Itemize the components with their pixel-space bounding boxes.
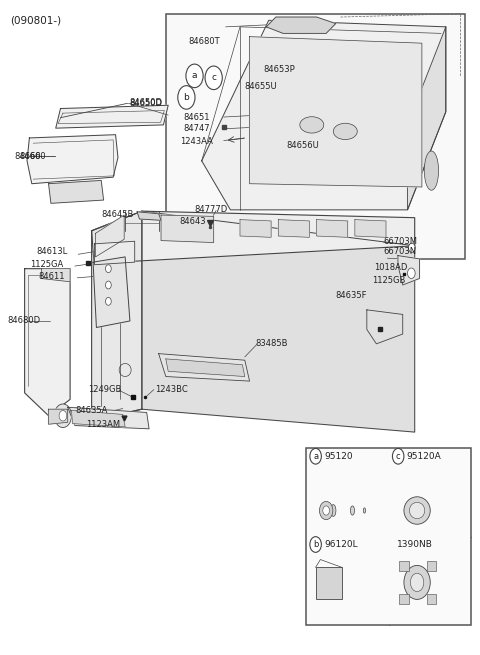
Polygon shape <box>92 211 142 421</box>
Text: 84611: 84611 <box>38 272 64 281</box>
Text: 1125GA: 1125GA <box>30 260 64 269</box>
Text: a: a <box>313 452 318 460</box>
Polygon shape <box>92 211 415 263</box>
Polygon shape <box>166 359 245 377</box>
Text: 1125GB: 1125GB <box>372 276 406 285</box>
Polygon shape <box>137 212 161 220</box>
Text: 1243AA: 1243AA <box>180 137 213 145</box>
Text: 84613L: 84613L <box>36 246 68 255</box>
Ellipse shape <box>404 565 430 599</box>
Polygon shape <box>41 269 70 282</box>
Ellipse shape <box>333 123 357 140</box>
Circle shape <box>320 501 333 519</box>
Text: c: c <box>396 452 400 460</box>
Polygon shape <box>398 255 420 285</box>
Circle shape <box>54 404 72 428</box>
Polygon shape <box>278 219 310 237</box>
Text: 84680T: 84680T <box>188 37 220 46</box>
Circle shape <box>408 268 415 278</box>
Circle shape <box>408 243 415 252</box>
Text: 84660: 84660 <box>20 152 47 160</box>
Bar <box>166 14 465 259</box>
Ellipse shape <box>409 502 425 519</box>
Polygon shape <box>161 215 214 242</box>
Text: 84635F: 84635F <box>336 291 367 300</box>
Ellipse shape <box>424 151 439 190</box>
Text: 1390NB: 1390NB <box>397 540 433 549</box>
Text: 84650D: 84650D <box>129 98 162 107</box>
Polygon shape <box>24 269 70 416</box>
Ellipse shape <box>331 504 336 516</box>
Text: 66703M: 66703M <box>384 236 418 246</box>
Bar <box>399 593 409 604</box>
Circle shape <box>186 64 203 88</box>
Text: (090801-): (090801-) <box>10 15 61 25</box>
Circle shape <box>106 265 111 272</box>
Text: 84747: 84747 <box>183 124 210 134</box>
Bar <box>306 449 471 625</box>
Text: 1018AD: 1018AD <box>374 263 408 272</box>
Text: 84680D: 84680D <box>8 316 41 326</box>
Polygon shape <box>72 411 125 427</box>
Polygon shape <box>96 215 124 257</box>
Text: b: b <box>183 93 189 102</box>
Text: 95120: 95120 <box>324 452 353 460</box>
Bar <box>316 567 342 599</box>
Circle shape <box>59 411 67 421</box>
Polygon shape <box>408 27 446 210</box>
Text: 84651: 84651 <box>183 113 210 122</box>
Text: 1243BC: 1243BC <box>155 385 188 394</box>
Circle shape <box>178 86 195 109</box>
Text: 1249GB: 1249GB <box>88 385 121 394</box>
Bar <box>427 593 436 604</box>
Polygon shape <box>240 219 271 237</box>
Text: a: a <box>192 71 197 81</box>
Text: b: b <box>313 540 318 549</box>
Circle shape <box>310 449 322 464</box>
Polygon shape <box>142 211 415 432</box>
Circle shape <box>106 297 111 305</box>
Polygon shape <box>48 180 104 203</box>
Polygon shape <box>202 20 446 210</box>
Ellipse shape <box>410 573 424 591</box>
Circle shape <box>106 281 111 289</box>
Text: 84660: 84660 <box>14 152 41 160</box>
Text: 84643: 84643 <box>180 217 206 226</box>
Text: 84650D: 84650D <box>129 99 162 108</box>
Polygon shape <box>266 17 336 33</box>
Polygon shape <box>27 135 118 183</box>
Bar <box>399 561 409 571</box>
Text: 84645B: 84645B <box>101 210 133 219</box>
Polygon shape <box>158 354 250 381</box>
Circle shape <box>393 449 404 464</box>
Ellipse shape <box>350 506 355 515</box>
Polygon shape <box>93 257 130 328</box>
Text: 95120A: 95120A <box>407 452 442 460</box>
Text: 84655U: 84655U <box>245 82 277 91</box>
Polygon shape <box>367 310 403 344</box>
Circle shape <box>205 66 222 90</box>
Text: 96120L: 96120L <box>324 540 358 549</box>
Polygon shape <box>250 37 422 187</box>
Text: 84635A: 84635A <box>75 406 107 415</box>
Text: 84653P: 84653P <box>263 66 295 75</box>
Polygon shape <box>48 409 68 424</box>
Ellipse shape <box>363 508 366 513</box>
Circle shape <box>310 536 322 552</box>
Text: 84777D: 84777D <box>194 205 228 214</box>
Text: 1123AM: 1123AM <box>86 420 120 429</box>
Circle shape <box>323 506 329 515</box>
Text: 66703N: 66703N <box>384 247 417 256</box>
Polygon shape <box>68 407 149 429</box>
Text: c: c <box>211 73 216 83</box>
Bar <box>427 561 436 571</box>
Polygon shape <box>56 105 168 128</box>
Polygon shape <box>317 219 348 237</box>
Text: 84656U: 84656U <box>287 141 319 149</box>
Polygon shape <box>95 241 135 265</box>
Polygon shape <box>355 219 386 237</box>
Ellipse shape <box>404 496 430 524</box>
Text: 83485B: 83485B <box>256 339 288 348</box>
Ellipse shape <box>300 117 324 133</box>
